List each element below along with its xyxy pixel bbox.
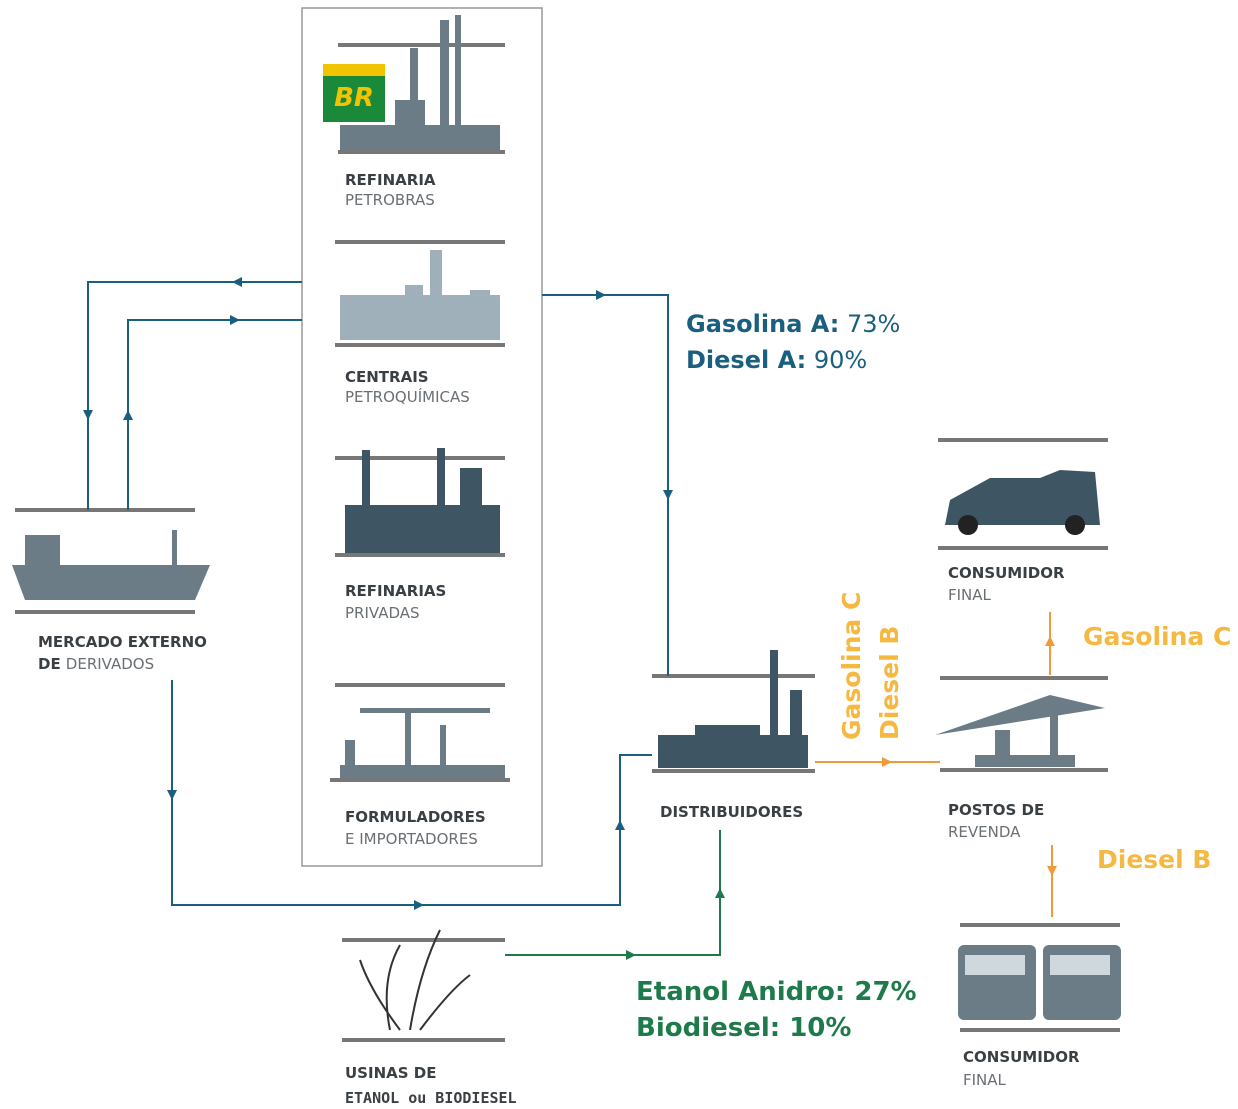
node-subtitle: PETROQUÍMICAS [345,387,470,406]
share-value: 73% [847,310,900,338]
fuel-label: Gasolina C [1083,622,1231,651]
share-label: Diesel A: 90% [686,346,867,374]
node-title: POSTOS DE [948,801,1044,819]
node-title: REFINARIA [345,171,436,189]
distribuidores-icon [652,650,815,771]
usinas-icon [342,930,505,1040]
node-subtitle: DERIVADOS [66,655,154,673]
node-subtitle: ETANOL ou BIODIESEL [345,1089,517,1107]
share-label: Gasolina A: 73% [686,310,900,338]
node-title: FORMULADORES [345,808,486,826]
ship-icon [12,510,210,612]
node-title: DE [38,655,61,673]
fuel-label: Gasolina C [837,592,866,740]
node-title: MERCADO EXTERNO [38,633,207,651]
node-subtitle: PRIVADAS [345,604,420,622]
share-label: Biodiesel: 10% [636,1013,851,1043]
node-title: REFINARIAS [345,582,446,600]
node-subtitle: FINAL [963,1071,1007,1089]
node-title: CONSUMIDOR [963,1048,1080,1066]
share-value: 90% [814,346,867,374]
fuel-label: Diesel B [1097,845,1211,874]
node-subtitle: REVENDA [948,823,1021,841]
refinaria-icon: BR [323,15,505,152]
node-title: CONSUMIDOR [948,564,1065,582]
node-subtitle: DE DERIVADOS [38,654,154,673]
node-subtitle: E IMPORTADORES [345,830,478,848]
node-subtitle: PETROBRAS [345,191,435,209]
formuladores-icon [330,685,510,780]
connectors [83,277,1057,960]
refinarias-privadas-icon [335,448,505,555]
car-icon [938,440,1108,548]
centrais-icon [335,242,505,345]
share-name: Diesel A: [686,346,806,374]
share-label: Etanol Anidro: 27% [636,977,917,1007]
truck-icon [958,925,1121,1030]
share-name: Gasolina A: [686,310,839,338]
node-subtitle: FINAL [948,586,992,604]
fuel-label: Diesel B [875,626,904,740]
logo: BR [334,83,374,113]
diagram: BR REFINARIA PETROBRAS CENTRAIS PETROQUÍ… [0,0,1238,1109]
node-title: USINAS DE [345,1064,436,1082]
postos-icon [935,678,1108,770]
node-title: CENTRAIS [345,368,429,386]
node-title: DISTRIBUIDORES [660,803,803,821]
